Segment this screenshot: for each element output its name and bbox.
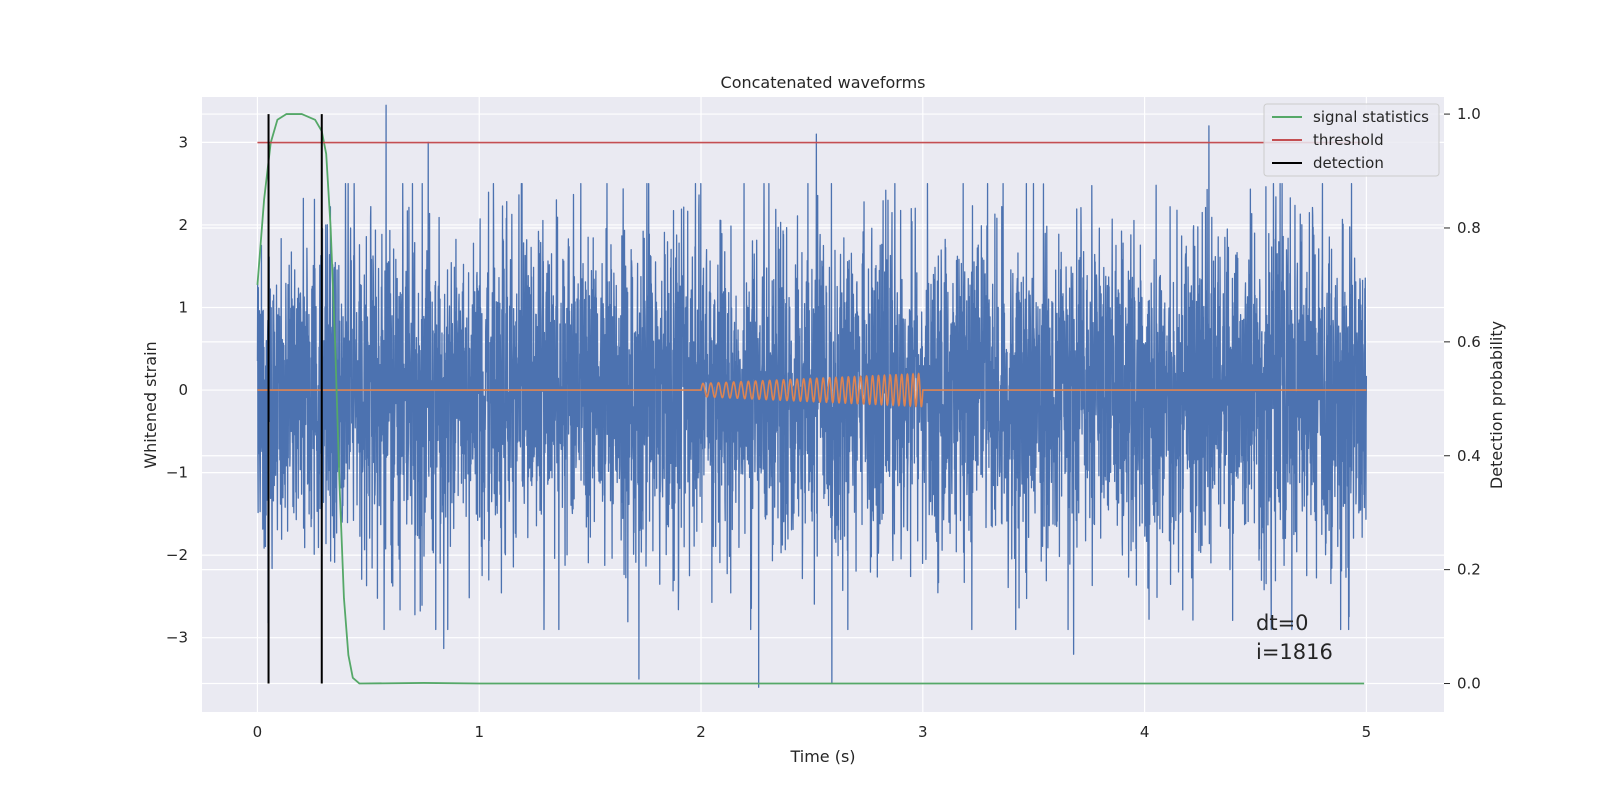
legend: signal statistics threshold detection [1263,103,1440,177]
y-tick-label-1: −2 [166,546,188,564]
annotation-dt: dt=0 [1256,611,1309,635]
legend-label-detection: detection [1313,154,1384,172]
right-y-tick-label-4: 0.8 [1457,219,1481,237]
series-layer [256,104,1368,688]
annotations: dt=0 i=1816 [1256,611,1333,664]
chart-title: Concatenated waveforms [721,73,926,92]
x-tick-label-0: 0 [253,723,263,741]
y-tick-label-3: 0 [178,381,188,399]
y-tick-label-6: 3 [178,133,188,151]
right-y-tick-label-3: 0.6 [1457,333,1481,351]
y-tick-label-5: 2 [178,216,188,234]
right-y-axis-label: Detection probability [1487,321,1506,489]
ticks: 0 1 2 3 4 5 −3 −2 −1 0 1 2 3 0.0 0.2 0.4 0.6 0.8 1.0 [166,105,1481,741]
x-tick-label-5: 5 [1362,723,1372,741]
right-y-tick-label-1: 0.2 [1457,561,1481,579]
right-y-tick-label-2: 0.4 [1457,447,1481,465]
x-tick-label-3: 3 [918,723,928,741]
y-tick-label-2: −1 [166,464,188,482]
legend-box [1263,103,1440,177]
y-axis-label: Whitened strain [141,341,160,468]
x-tick-label-1: 1 [474,723,484,741]
legend-label-signal-statistics: signal statistics [1313,108,1429,126]
signal-statistics-line [256,113,1365,685]
right-y-tick-label-0: 0.0 [1457,675,1481,693]
x-tick-label-4: 4 [1140,723,1150,741]
x-axis-label: Time (s) [789,747,855,766]
y-tick-label-0: −3 [166,629,188,647]
noise-series-line [256,104,1368,688]
y-tick-label-4: 1 [178,299,188,317]
chirp-series-line [257,372,1367,408]
legend-label-threshold: threshold [1313,131,1384,149]
x-tick-label-2: 2 [696,723,706,741]
annotation-index: i=1816 [1256,640,1333,664]
right-y-tick-label-5: 1.0 [1457,105,1481,123]
